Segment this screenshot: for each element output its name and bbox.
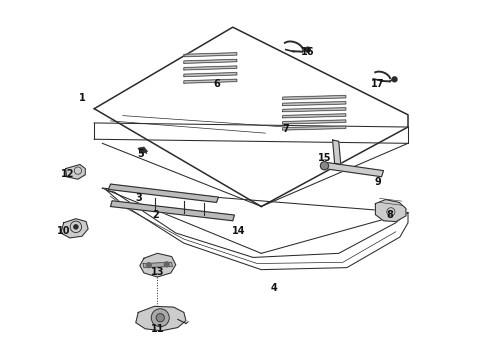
Polygon shape <box>136 306 186 331</box>
Text: 5: 5 <box>138 149 145 158</box>
Text: 16: 16 <box>301 47 315 57</box>
Polygon shape <box>143 262 172 267</box>
Text: 4: 4 <box>270 283 277 293</box>
Polygon shape <box>283 95 346 99</box>
Polygon shape <box>184 53 237 57</box>
Text: 7: 7 <box>282 124 289 134</box>
Text: 14: 14 <box>232 226 245 236</box>
Polygon shape <box>324 162 384 177</box>
Text: 12: 12 <box>61 169 74 179</box>
Circle shape <box>164 262 169 267</box>
Circle shape <box>151 309 169 327</box>
Text: 2: 2 <box>152 210 159 220</box>
Text: 11: 11 <box>150 324 164 334</box>
Text: 1: 1 <box>78 94 85 103</box>
Polygon shape <box>283 108 346 112</box>
Polygon shape <box>184 59 237 63</box>
Circle shape <box>305 47 310 52</box>
Polygon shape <box>375 199 406 221</box>
Polygon shape <box>283 120 346 124</box>
Circle shape <box>320 162 328 170</box>
Polygon shape <box>184 79 237 83</box>
Polygon shape <box>111 201 234 221</box>
Polygon shape <box>333 140 341 165</box>
Circle shape <box>156 314 164 322</box>
Polygon shape <box>66 165 85 179</box>
Text: 9: 9 <box>374 177 381 187</box>
Text: 13: 13 <box>150 267 164 277</box>
Polygon shape <box>108 184 219 202</box>
Circle shape <box>392 77 397 82</box>
Circle shape <box>74 225 78 229</box>
Polygon shape <box>283 126 346 130</box>
Polygon shape <box>138 147 147 153</box>
Polygon shape <box>184 66 237 70</box>
Polygon shape <box>61 219 88 238</box>
Text: 15: 15 <box>318 153 331 163</box>
Text: 8: 8 <box>386 210 393 220</box>
Circle shape <box>147 263 151 267</box>
Polygon shape <box>184 72 237 77</box>
Polygon shape <box>140 253 176 277</box>
Text: 3: 3 <box>136 193 143 203</box>
Polygon shape <box>283 114 346 118</box>
Text: 10: 10 <box>57 226 71 236</box>
Text: 17: 17 <box>371 79 384 89</box>
Polygon shape <box>283 102 346 105</box>
Text: 6: 6 <box>213 79 220 89</box>
